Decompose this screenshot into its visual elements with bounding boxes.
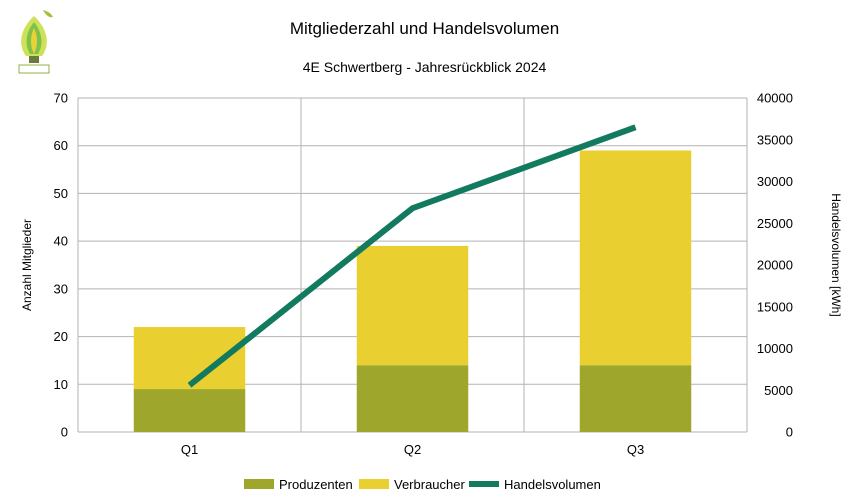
line-handelsvolumen: [187, 124, 637, 388]
y2-tick-label: 25000: [757, 216, 793, 231]
legend-label-produzenten: Produzenten: [279, 477, 353, 492]
logo-icon: [18, 10, 53, 74]
y2-tick-label: 5000: [764, 383, 793, 398]
bar-verbraucher-q2: [356, 245, 469, 366]
y-axis-title: Anzahl Mitglieder: [20, 219, 34, 311]
y-tick-label: 30: [54, 281, 68, 296]
chart-title: Mitgliederzahl und Handelsvolumen: [289, 19, 560, 38]
x-tick-label: Q1: [181, 442, 198, 457]
chart-subtitle: 4E Schwertberg - Jahresrückblick 2024: [302, 59, 547, 75]
y2-tick-label: 40000: [757, 91, 793, 106]
bar-produzenten-q1: [133, 389, 246, 432]
legend-swatch-verbraucher: [359, 479, 389, 489]
y2-tick-label: 15000: [757, 299, 793, 314]
x-tick-label: Q3: [627, 442, 644, 457]
y-tick-label: 50: [54, 186, 68, 201]
bar-produzenten-q2: [356, 365, 469, 432]
y-tick-label: 20: [54, 329, 68, 344]
y-tick-label: 40: [54, 234, 68, 249]
legend-label-handelsvolumen: Handelsvolumen: [504, 477, 601, 492]
y2-tick-label: 10000: [757, 341, 793, 356]
y2-tick-label: 0: [786, 425, 793, 440]
x-tick-label: Q2: [404, 442, 421, 457]
legend-swatch-produzenten: [244, 479, 274, 489]
y-tick-label: 70: [54, 91, 68, 106]
bar-verbraucher-q3: [579, 150, 692, 366]
y-tick-label: 0: [61, 425, 68, 440]
legend-label-verbraucher: Verbraucher: [394, 477, 465, 492]
bar-produzenten-q3: [579, 365, 692, 432]
y-tick-label: 60: [54, 138, 68, 153]
y-tick-label: 10: [54, 377, 68, 392]
y2-tick-label: 30000: [757, 174, 793, 189]
y2-tick-label: 35000: [757, 132, 793, 147]
y2-axis-title: Handelsvolumen [kWh]: [829, 193, 843, 316]
y2-tick-label: 20000: [757, 258, 793, 273]
